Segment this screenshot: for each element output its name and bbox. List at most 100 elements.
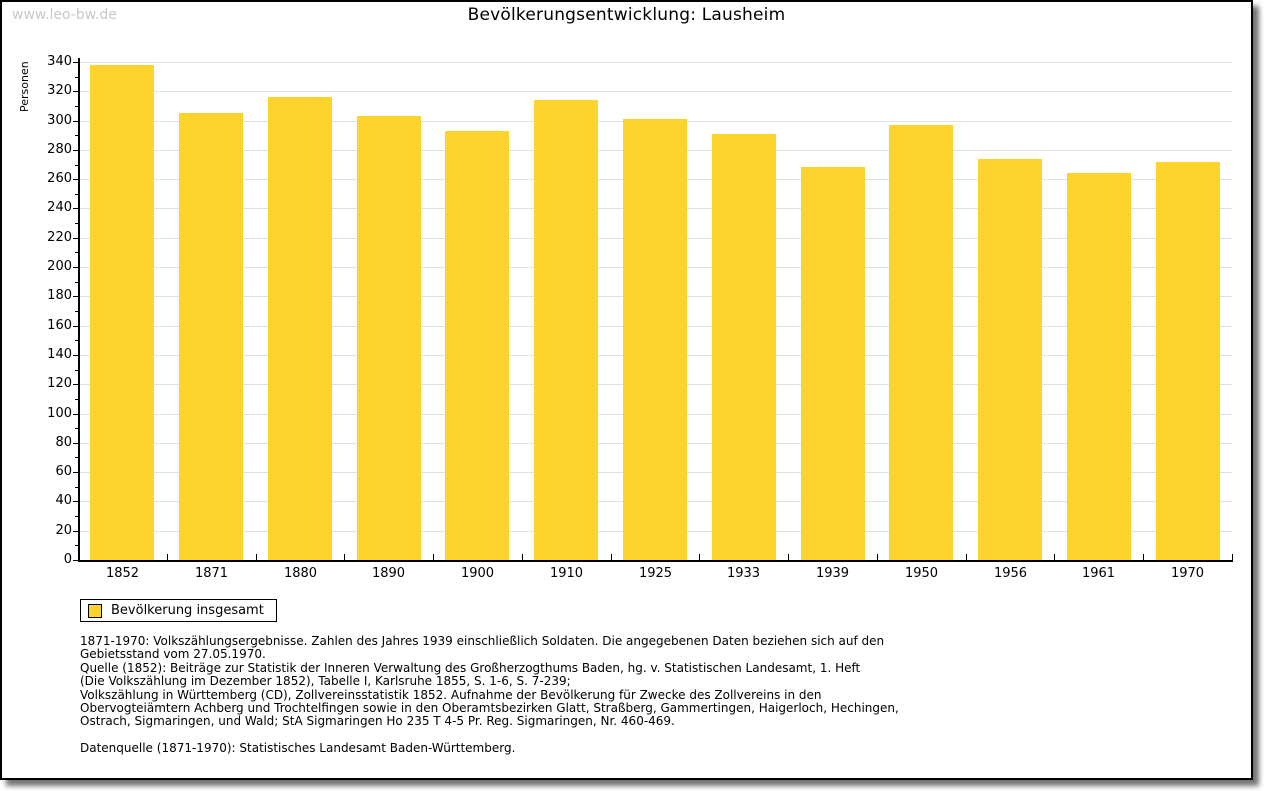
bar-1925 [623,119,687,560]
y-tick-label-60: 60 [55,464,72,479]
y-minor-tick-130 [75,370,78,371]
x-boundary-tick-5 [522,554,523,560]
y-minor-tick-170 [75,311,78,312]
y-tick-label-280: 280 [47,142,72,157]
y-minor-tick-90 [75,428,78,429]
bar-1900 [445,131,509,560]
x-tick-label-1852: 1852 [105,566,140,581]
bar-1880 [268,97,332,560]
y-minor-tick-190 [75,282,78,283]
y-major-tick-200 [73,267,78,268]
y-minor-tick-70 [75,457,78,458]
y-major-tick-340 [73,62,78,63]
x-tick-label-1871: 1871 [194,566,229,581]
x-boundary-tick-8 [788,554,789,560]
y-major-tick-0 [73,560,78,561]
x-tick-label-1950: 1950 [904,566,939,581]
y-minor-tick-50 [75,487,78,488]
y-major-tick-20 [73,531,78,532]
bar-1950 [889,125,953,560]
bar-1961 [1067,173,1131,560]
x-tick-label-1890: 1890 [371,566,406,581]
y-tick-label-260: 260 [47,171,72,186]
y-major-tick-300 [73,121,78,122]
y-minor-tick-150 [75,340,78,341]
gridline-340 [80,62,1232,63]
y-minor-tick-290 [75,135,78,136]
x-tick-label-1925: 1925 [638,566,673,581]
x-boundary-tick-12 [1143,554,1144,560]
y-tick-label-160: 160 [47,318,72,333]
legend: Bevölkerung insgesamt [80,599,277,622]
note-line-2: Gebietsstand vom 27.05.1970. [80,647,266,662]
y-axis-line [78,58,80,562]
y-major-tick-160 [73,326,78,327]
x-boundary-tick-0 [78,554,79,560]
y-tick-label-140: 140 [47,347,72,362]
bar-1871 [179,113,243,560]
x-boundary-tick-7 [699,554,700,560]
y-tick-label-340: 340 [47,54,72,69]
x-boundary-tick-11 [1054,554,1055,560]
y-major-tick-260 [73,179,78,180]
y-tick-label-240: 240 [47,200,72,215]
x-tick-label-1956: 1956 [993,566,1028,581]
y-major-tick-100 [73,414,78,415]
x-tick-label-1970: 1970 [1170,566,1205,581]
bar-1852 [90,65,154,560]
footnotes: 1871-1970: Volkszählungsergebnisse. Zahl… [80,634,1160,756]
y-major-tick-240 [73,208,78,209]
x-axis-line [78,560,1233,562]
bar-1956 [978,159,1042,560]
y-minor-tick-110 [75,399,78,400]
y-tick-label-180: 180 [47,288,72,303]
y-minor-tick-330 [75,77,78,78]
y-major-tick-40 [73,501,78,502]
chart-title: Bevölkerungsentwicklung: Lausheim [467,5,786,25]
watermark-leo-bw: www.leo-bw.de [12,7,117,23]
x-boundary-tick-3 [344,554,345,560]
x-tick-label-1880: 1880 [283,566,318,581]
note-line-8 [80,729,1160,742]
note-datenquelle: Datenquelle (1871-1970): Statistisches L… [80,741,516,756]
y-major-tick-60 [73,472,78,473]
x-tick-label-1900: 1900 [460,566,495,581]
bar-1939 [801,167,865,560]
y-major-tick-80 [73,443,78,444]
x-tick-label-1910: 1910 [549,566,584,581]
bar-1933 [712,134,776,560]
y-tick-label-220: 220 [47,230,72,245]
note-line-1: 1871-1970: Volkszählungsergebnisse. Zahl… [80,634,885,648]
bar-1970 [1156,162,1220,560]
y-tick-label-320: 320 [47,83,72,98]
y-tick-label-200: 200 [47,259,72,274]
y-tick-label-40: 40 [55,493,72,508]
y-tick-label-100: 100 [47,406,72,421]
y-minor-tick-270 [75,165,78,166]
note-line-6: Obervogteiämtern Achberg und Trochtelfin… [80,701,899,716]
x-boundary-tick-6 [611,554,612,560]
x-boundary-tick-9 [877,554,878,560]
x-boundary-tick-13 [1232,554,1233,560]
x-boundary-tick-1 [167,554,168,560]
note-line-7: Ostrach, Sigmaringen, und Wald; StA Sigm… [80,714,675,729]
y-major-tick-140 [73,355,78,356]
y-minor-tick-230 [75,223,78,224]
chart-frame: www.leo-bw.de Bevölkerungsentwicklung: L… [0,0,1253,780]
x-boundary-tick-10 [966,554,967,560]
bar-1910 [534,100,598,560]
legend-label: Bevölkerung insgesamt [111,603,264,618]
y-minor-tick-310 [75,106,78,107]
gridline-320 [80,91,1232,92]
y-major-tick-280 [73,150,78,151]
x-tick-label-1939: 1939 [815,566,850,581]
x-tick-label-1961: 1961 [1081,566,1116,581]
legend-swatch-icon [88,603,102,618]
note-line-5: Volkszählung in Württemberg (CD), Zollve… [80,687,822,702]
note-line-3: Quelle (1852): Beiträge zur Statistik de… [80,660,861,675]
y-major-tick-180 [73,296,78,297]
y-minor-tick-30 [75,516,78,517]
y-minor-tick-210 [75,252,78,253]
y-tick-label-0: 0 [63,552,72,567]
y-minor-tick-10 [75,545,78,546]
